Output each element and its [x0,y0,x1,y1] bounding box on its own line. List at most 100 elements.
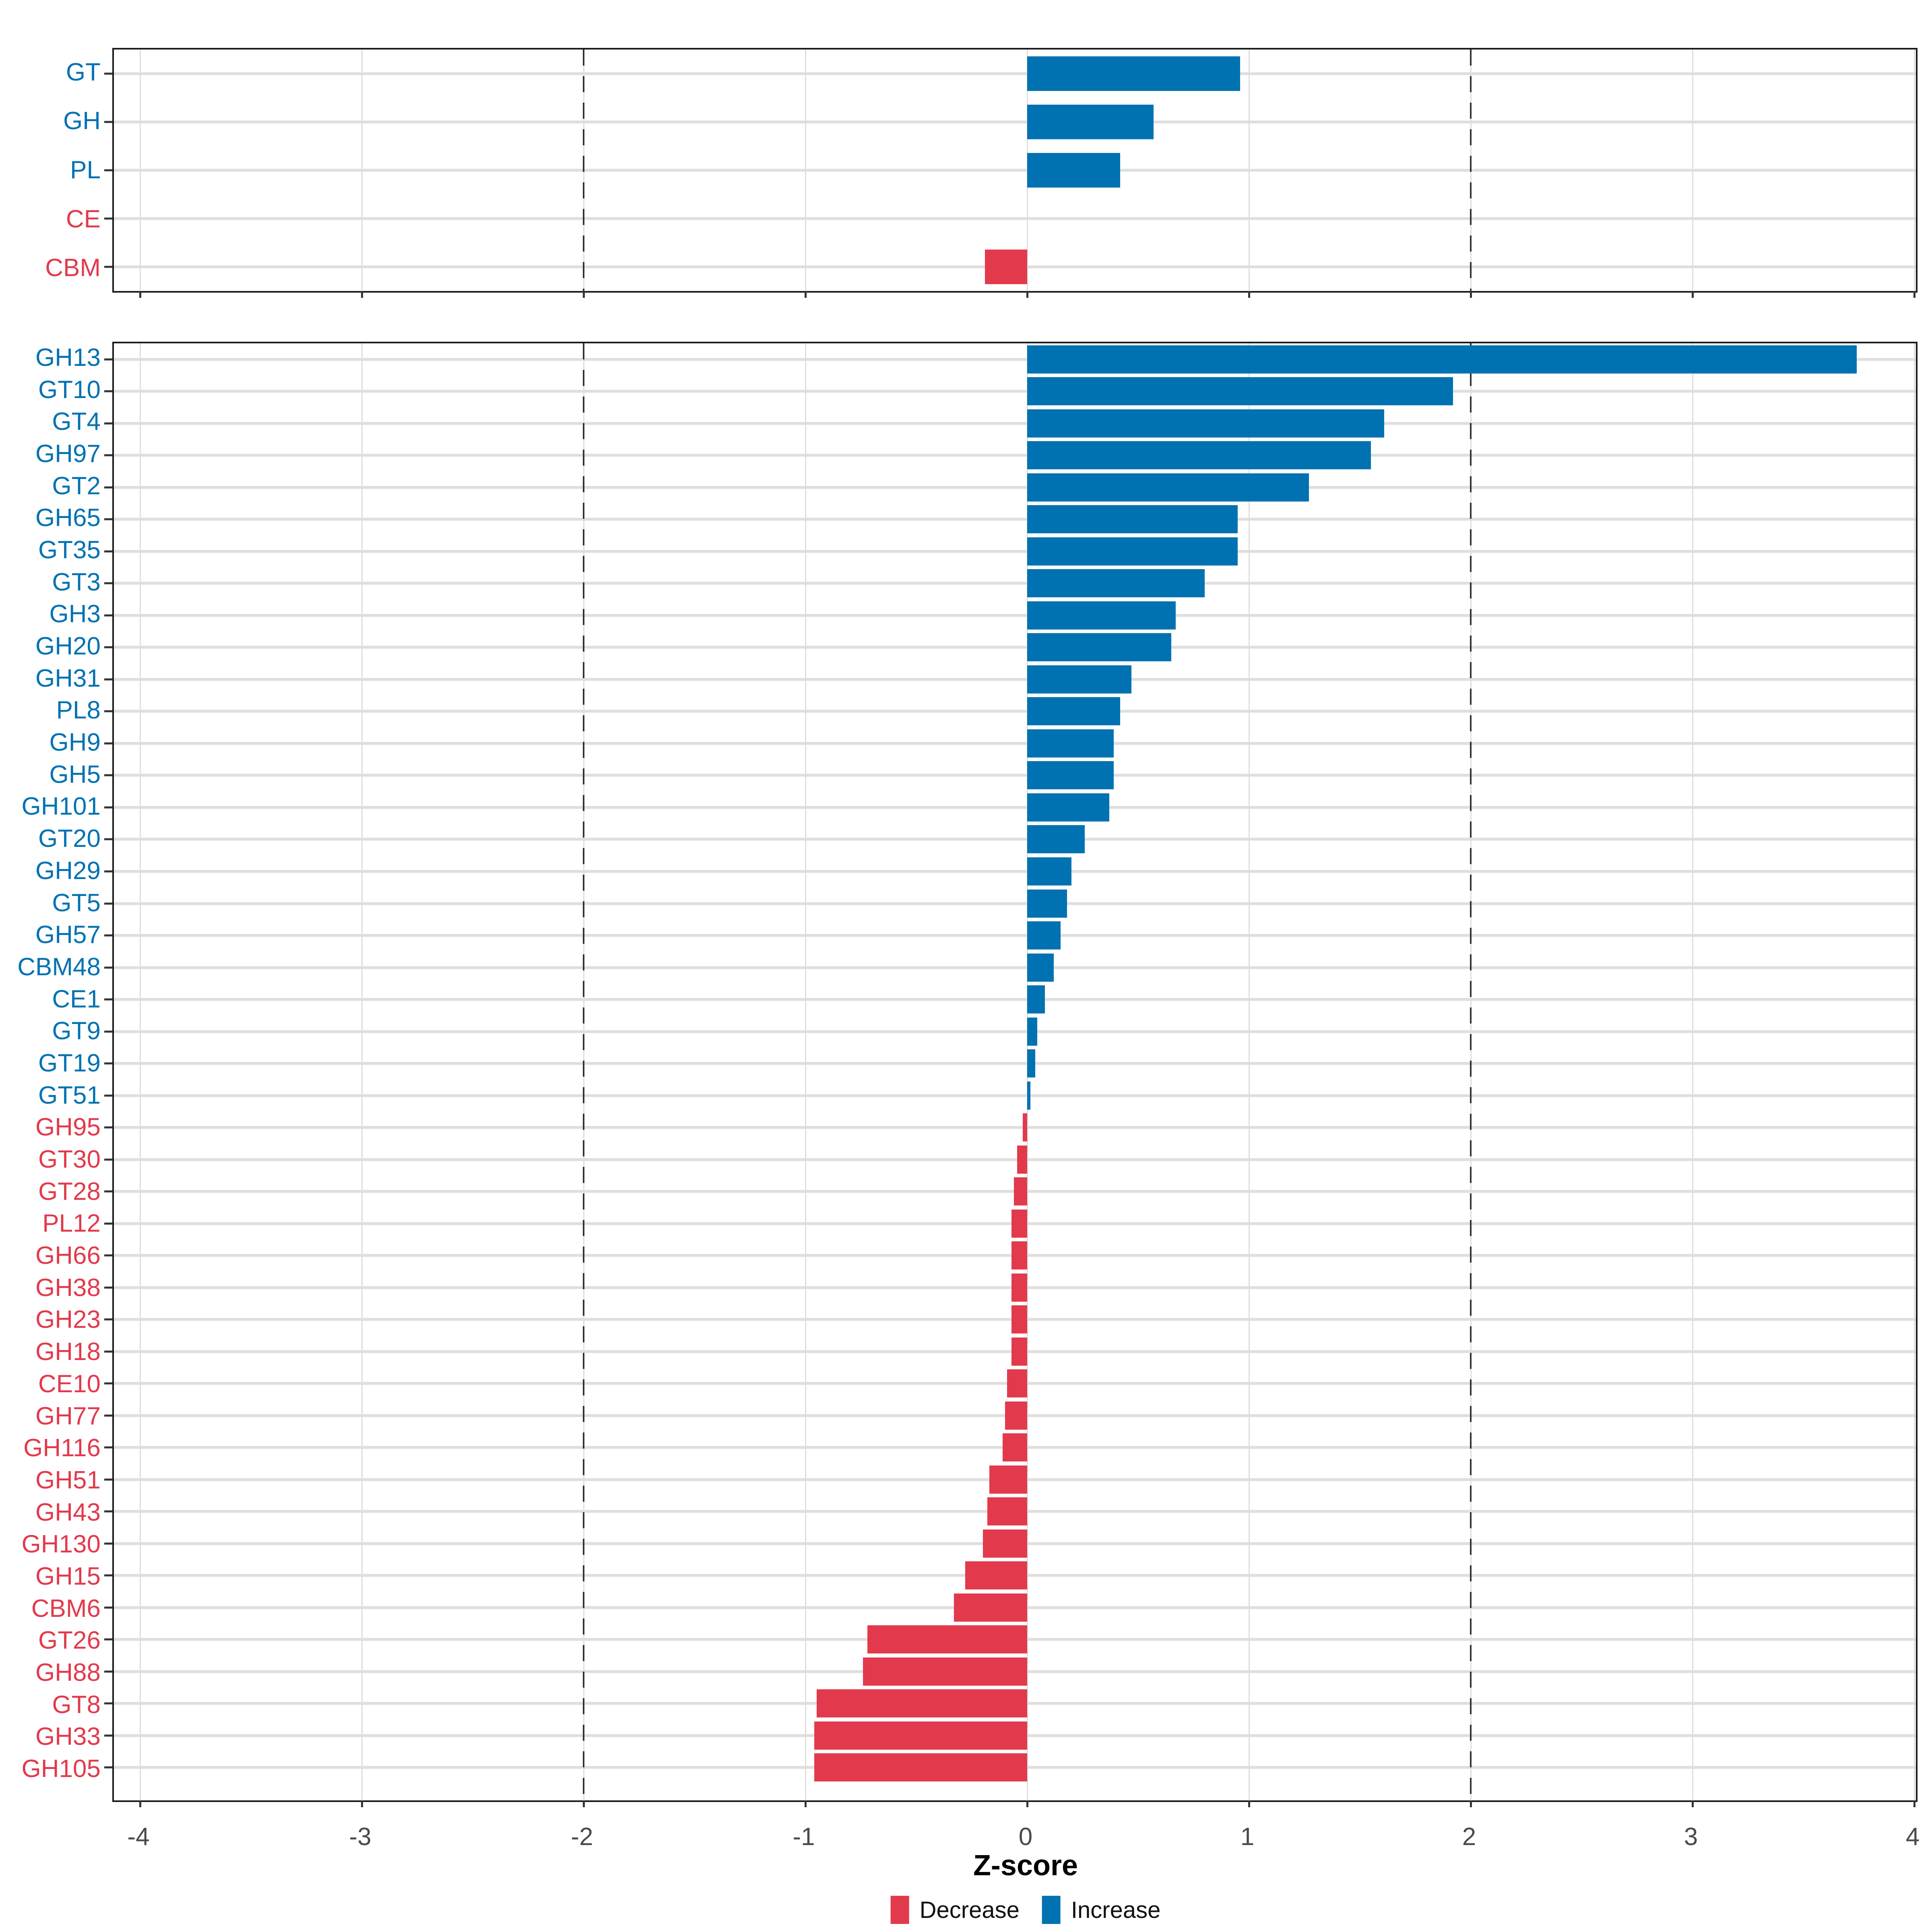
y-axis-tick [104,169,112,171]
category-label-CBM48: CBM48 [17,953,101,981]
y-axis-tick [104,1446,112,1449]
row-gridline [114,806,1916,809]
bar-GH97 [1027,441,1371,470]
y-axis-tick [104,1382,112,1385]
bar-GH88 [863,1657,1027,1686]
y-axis-tick [104,1350,112,1353]
gridline-x--4 [139,343,141,1800]
bar-GH31 [1027,665,1131,694]
y-axis-tick [104,1030,112,1033]
category-label-GH95: GH95 [35,1113,101,1141]
category-label-GH18: GH18 [35,1338,101,1366]
bar-GH18 [1011,1337,1027,1366]
bar-GT8 [816,1689,1027,1718]
category-label-PL12: PL12 [42,1210,101,1238]
bar-PL8 [1027,697,1121,726]
bar-row-GH33 [104,1719,1916,1752]
category-label-GT26: GT26 [38,1627,101,1655]
top-panel-category-labels: GT GH PL CE CBM [0,48,101,293]
category-label-GT9: GT9 [52,1017,101,1045]
row-gridline [114,870,1916,873]
y-axis-tick [104,1670,112,1673]
bar-row-GT2 [104,471,1916,504]
bar-row-GH105 [104,1752,1916,1784]
bar-GH65 [1027,505,1238,534]
category-label-GT10: GT10 [38,376,101,404]
bar-GT19 [1027,1049,1036,1078]
bar-GT [1027,56,1240,91]
bar-GH15 [965,1561,1027,1590]
bar-CE10 [1007,1369,1027,1398]
x-axis-tick [804,1800,807,1807]
x-axis-tick [139,1800,141,1807]
category-label-CE1: CE1 [52,985,101,1013]
x-tick-label--4: -4 [127,1823,150,1851]
bar-GT30 [1017,1145,1027,1174]
x-axis-tick [582,1800,585,1807]
bar-row-GT30 [104,1144,1916,1176]
row-gridline [114,1158,1916,1161]
category-label-CBM6: CBM6 [31,1594,101,1622]
y-axis-tick [104,966,112,969]
x-tick-label-2: 2 [1462,1823,1476,1851]
y-axis-tick [104,1190,112,1193]
gridline-x-1 [1248,50,1250,291]
legend-item-increase: Increase [1042,1896,1160,1924]
gridline-x--3 [361,343,363,1800]
x-axis-tick [1913,291,1915,298]
y-axis-tick [104,1094,112,1097]
x-tick-label--2: -2 [571,1823,593,1851]
row-gridline [114,169,1916,172]
bar-GH130 [983,1529,1027,1558]
bar-GT26 [867,1625,1027,1654]
bar-row-GT9 [104,1016,1916,1048]
y-axis-tick [104,1126,112,1129]
row-gridline [114,774,1916,777]
bar-CBM48 [1027,953,1054,982]
legend-label-decrease: Decrease [919,1897,1020,1923]
bar-row-GH38 [104,1271,1916,1304]
row-gridline [114,838,1916,841]
category-label-GT8: GT8 [52,1690,101,1719]
category-label-GT3: GT3 [52,568,101,596]
bar-row-GH [104,98,1916,146]
category-label-GH130: GH130 [21,1530,101,1558]
bar-row-CE1 [104,983,1916,1016]
y-axis-tick [104,902,112,905]
bar-GH38 [1011,1273,1027,1302]
row-gridline [114,934,1916,937]
bar-row-GH43 [104,1496,1916,1528]
x-axis-tick [1691,291,1694,298]
category-label-GH15: GH15 [35,1562,101,1590]
bar-row-GT [104,50,1916,98]
category-label-GT35: GT35 [38,536,101,564]
y-axis-tick [104,358,112,361]
bar-GH20 [1027,633,1172,662]
row-gridline [114,998,1916,1001]
category-label-CE: CE [66,205,101,233]
row-gridline [114,614,1916,617]
bar-row-GH5 [104,760,1916,792]
y-axis-tick [104,870,112,873]
category-label-GH57: GH57 [35,921,101,949]
category-label-GH: GH [63,107,101,135]
category-label-GH101: GH101 [21,793,101,821]
dashed-reference-line--2 [583,343,584,1800]
bar-row-GH3 [104,599,1916,632]
bar-GT9 [1027,1017,1037,1046]
y-axis-tick [104,838,112,840]
bottom-panel-plot-area [104,342,1918,1807]
row-gridline [114,454,1916,457]
row-gridline [114,582,1916,585]
bar-row-GH88 [104,1655,1916,1688]
category-label-GH51: GH51 [35,1466,101,1494]
category-label-GH23: GH23 [35,1306,101,1334]
dashed-reference-line-2 [1470,50,1472,291]
dashed-reference-line--2 [583,50,584,291]
bar-row-GH20 [104,632,1916,664]
bar-row-PL12 [104,1208,1916,1240]
y-axis-tick [104,454,112,456]
row-gridline [114,710,1916,713]
bar-GT10 [1027,377,1453,406]
bar-row-CE [104,194,1916,243]
